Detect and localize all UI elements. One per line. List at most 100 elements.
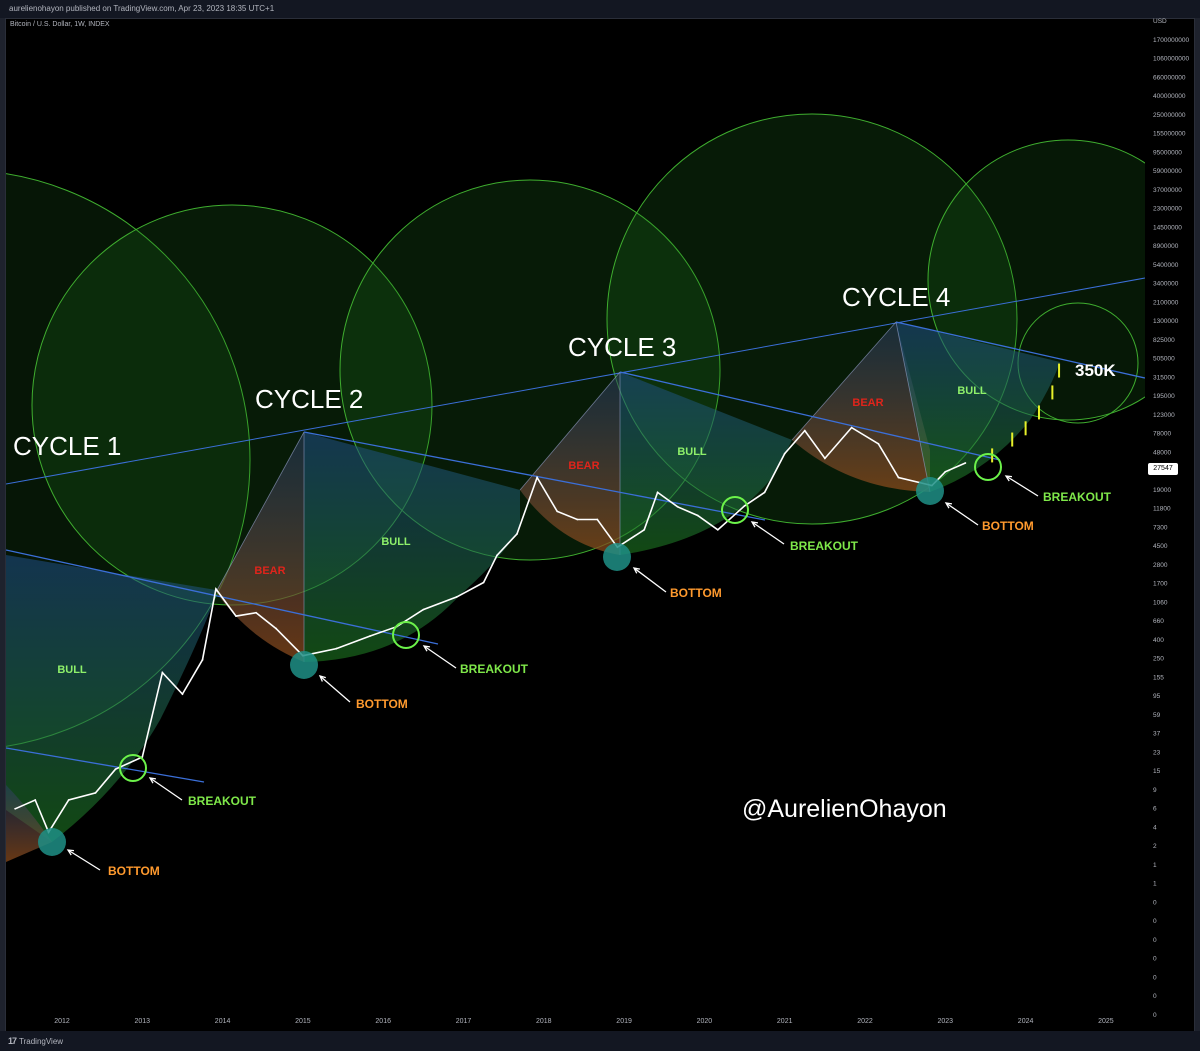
price-point xyxy=(215,588,217,590)
y-tick-label: 250 xyxy=(1153,656,1164,663)
arrow-head xyxy=(318,675,326,682)
x-tick-label: 2015 xyxy=(295,1018,311,1025)
price-point xyxy=(964,462,967,464)
tradingview-logo: 17 TradingView xyxy=(8,1036,63,1046)
watermark: @AurelienOhayon xyxy=(742,795,947,823)
bottom-marker xyxy=(603,543,631,571)
x-tick-label: 2019 xyxy=(616,1018,632,1025)
price-point xyxy=(368,635,371,638)
annotation-label: BOTTOM xyxy=(108,864,160,878)
y-tick-label: 14500000 xyxy=(1153,224,1182,231)
x-tick-label: 2018 xyxy=(536,1018,552,1025)
trend-lines xyxy=(6,277,1145,783)
price-point xyxy=(422,608,425,611)
y-tick-label: 0 xyxy=(1153,956,1157,963)
x-tick-label: 2017 xyxy=(456,1018,472,1025)
y-tick-label: USD xyxy=(1153,18,1167,25)
arrow-head xyxy=(66,849,75,856)
y-tick-label: 1300000 xyxy=(1153,318,1179,325)
bear-area xyxy=(216,432,304,662)
arrow-head xyxy=(944,502,953,509)
price-point xyxy=(455,595,458,598)
symbol-title: Bitcoin / U.S. Dollar, 1W, INDEX xyxy=(10,21,110,28)
price-point xyxy=(335,647,338,650)
y-tick-label: 0 xyxy=(1153,899,1157,906)
y-tick-label: 400 xyxy=(1153,637,1164,644)
breakout-trendline xyxy=(619,371,1001,461)
annotation-label: BOTTOM xyxy=(356,697,408,711)
y-tick-label: 7300 xyxy=(1153,524,1168,531)
price-point xyxy=(536,476,539,479)
x-axis: 2012 2013 2014 2015 2016 2017 2018 2019 2020 2021… xyxy=(54,1018,1114,1025)
x-tick-label: 2016 xyxy=(375,1018,391,1025)
y-tick-label: 95 xyxy=(1153,693,1161,700)
bull-area xyxy=(620,372,792,555)
y-tick-label: 95000000 xyxy=(1153,149,1182,156)
price-point xyxy=(596,518,599,521)
price-point xyxy=(114,768,117,771)
y-tick-label: 6 xyxy=(1153,806,1157,813)
markers-layer xyxy=(38,453,1039,871)
y-tick-label: 23 xyxy=(1153,749,1161,756)
x-tick-label: 2014 xyxy=(215,1018,231,1025)
y-tick-label: 59000000 xyxy=(1153,168,1182,175)
brand-name: TradingView xyxy=(19,1036,64,1046)
y-tick-label: 0 xyxy=(1153,993,1157,1000)
x-tick-label: 2020 xyxy=(697,1018,713,1025)
arrow xyxy=(1005,475,1039,497)
annotation-label: BREAKOUT xyxy=(790,539,859,553)
price-point xyxy=(823,457,826,460)
bull-area xyxy=(304,432,520,662)
bottom-marker xyxy=(38,828,66,856)
price-point xyxy=(14,807,17,810)
y-tick-label: 505000 xyxy=(1153,356,1175,363)
arrow xyxy=(67,849,101,871)
header-bar: aurelienohayon published on TradingView.… xyxy=(0,0,1200,18)
breakout-trendline xyxy=(6,747,205,783)
y-tick-label: 4 xyxy=(1153,824,1157,831)
y-tick-label: 123000 xyxy=(1153,412,1175,419)
price-point xyxy=(482,581,485,584)
price-point xyxy=(743,505,746,507)
arrow xyxy=(423,645,457,669)
y-tick-label: 3400000 xyxy=(1153,281,1179,288)
annotation-label: BEAR xyxy=(568,460,599,472)
tradingview-icon: 17 xyxy=(8,1036,17,1046)
y-tick-label: 8900000 xyxy=(1153,243,1179,250)
y-tick-label: 1060000000 xyxy=(1153,56,1190,63)
price-point xyxy=(235,615,237,618)
y-tick-label: 2800 xyxy=(1153,562,1168,569)
y-tick-label: 2 xyxy=(1153,843,1157,850)
price-point xyxy=(34,799,37,801)
y-tick-label: 1 xyxy=(1153,881,1157,888)
price-point xyxy=(716,528,719,531)
bottom-marker xyxy=(290,651,318,679)
x-tick-label: 2013 xyxy=(135,1018,151,1025)
arrow xyxy=(945,502,979,526)
x-tick-label: 2025 xyxy=(1098,1018,1114,1025)
y-tick-label: 1700000000 xyxy=(1153,37,1190,44)
bull-area xyxy=(6,555,216,842)
y-tick-label: 400000000 xyxy=(1153,93,1186,100)
y-tick-label: 0 xyxy=(1153,1012,1157,1019)
y-tick-label: 19000 xyxy=(1153,487,1171,494)
breakout-marker xyxy=(721,496,749,524)
price-point xyxy=(556,510,559,513)
y-tick-label: 2100000 xyxy=(1153,299,1179,306)
annotation-label: 350K xyxy=(1075,361,1116,380)
price-point xyxy=(201,658,204,661)
annotation-label: CYCLE 1 xyxy=(13,431,121,461)
price-point xyxy=(67,799,70,801)
bull-area xyxy=(896,322,1060,492)
annotation-label: CYCLE 3 xyxy=(568,332,676,362)
annotation-label: BULL xyxy=(677,446,707,458)
y-tick-label: 315000 xyxy=(1153,374,1175,381)
y-tick-label: 11800 xyxy=(1153,506,1171,513)
arrow xyxy=(319,675,351,703)
y-tick-label: 15 xyxy=(1153,768,1161,775)
arrow xyxy=(149,777,183,801)
y-tick-label: 1060 xyxy=(1153,599,1168,606)
price-line xyxy=(14,426,966,834)
y-tick-label: 37000000 xyxy=(1153,187,1182,194)
